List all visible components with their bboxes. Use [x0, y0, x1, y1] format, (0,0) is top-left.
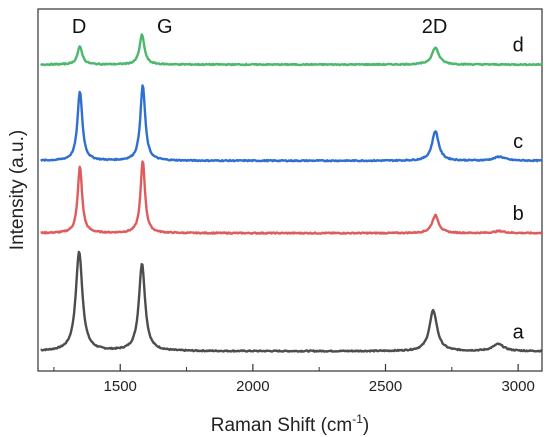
- x-tick-label: 2500: [369, 378, 402, 395]
- series-label-b: b: [513, 203, 524, 225]
- series-line-b: [40, 160, 543, 235]
- series-label-a: a: [513, 321, 525, 343]
- plot-frame: [37, 8, 543, 372]
- x-axis-ticks: 1500 2000 2500 3000: [53, 364, 535, 395]
- series-lines: [40, 33, 543, 353]
- series-labels: a b c d: [513, 35, 525, 344]
- series-line-d: [40, 33, 543, 67]
- peak-label-2d: 2D: [422, 16, 448, 38]
- series-label-d: d: [513, 35, 524, 57]
- series-line-c: [40, 84, 543, 163]
- peak-label-g: G: [157, 16, 173, 38]
- series-line-a: [40, 250, 543, 353]
- x-tick-label: 2000: [236, 378, 269, 395]
- x-tick-label: 1500: [104, 378, 137, 395]
- y-axis-label: Intensity (a.u.): [7, 130, 28, 250]
- peak-label-d: D: [72, 16, 86, 38]
- x-axis-label: Raman Shift (cm-1): [211, 412, 369, 436]
- peak-labels: D G 2D: [72, 16, 447, 38]
- series-label-c: c: [513, 131, 523, 153]
- x-tick-label: 3000: [501, 378, 534, 395]
